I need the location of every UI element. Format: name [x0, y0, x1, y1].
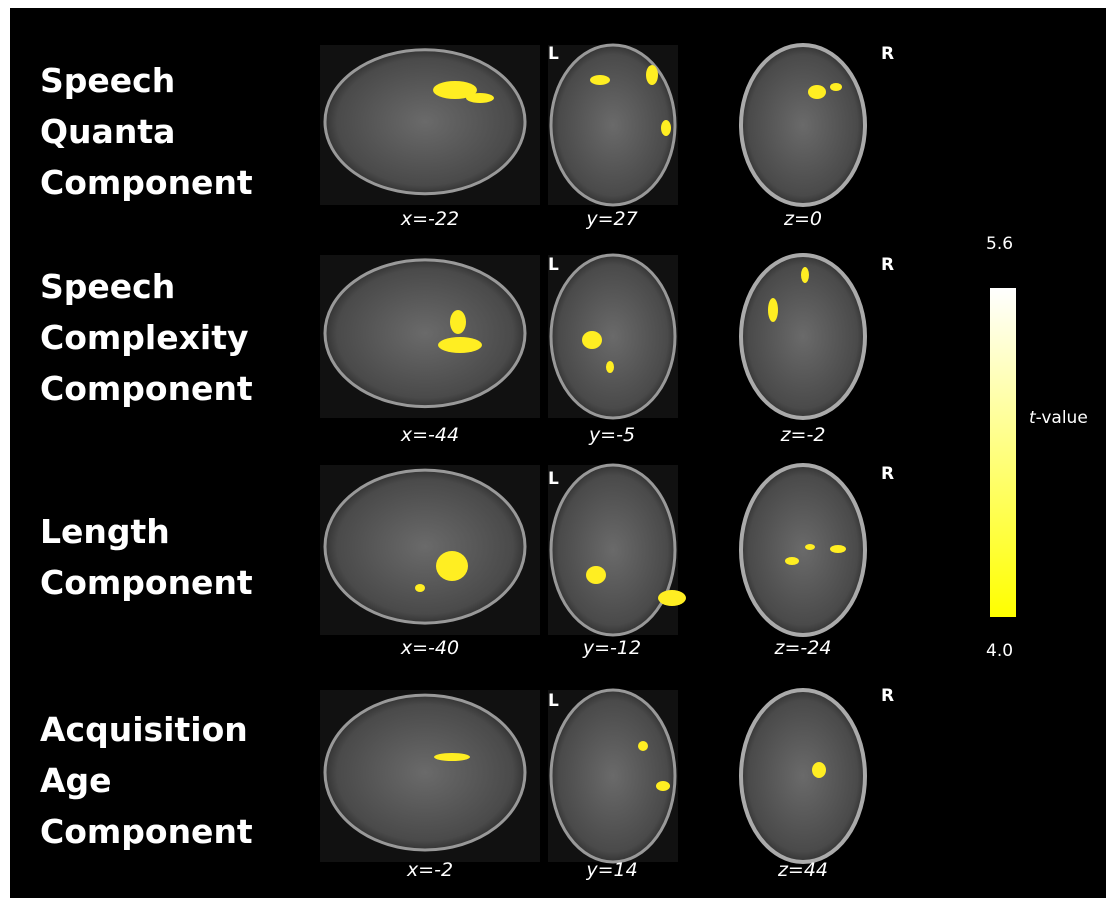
coordinate-label: x=-44: [400, 424, 459, 446]
row-label: Component: [40, 163, 253, 202]
brain-coronal: [549, 253, 677, 420]
row-label: Complexity: [40, 318, 248, 357]
colorbar-label-italic: t: [1029, 408, 1037, 428]
right-marker: R: [881, 255, 894, 275]
activation: [433, 81, 477, 99]
coordinate-label: x=-2: [406, 859, 453, 881]
brain-coronal: [549, 463, 677, 637]
activation: [438, 337, 482, 353]
activation: [590, 75, 610, 85]
brain-sagittal: [323, 258, 527, 409]
coordinate-label: z=-2: [780, 424, 826, 446]
activation: [466, 93, 494, 103]
coordinate-label: z=-24: [774, 637, 832, 659]
row-label: Speech: [40, 267, 175, 306]
row-label: Component: [40, 563, 253, 602]
coordinate-label: y=-5: [588, 424, 635, 446]
row-label: Length: [40, 512, 170, 551]
activation: [768, 298, 778, 322]
left-marker: L: [548, 44, 559, 64]
activation: [812, 762, 826, 778]
brain-axial: [739, 463, 867, 637]
activation: [808, 85, 826, 99]
brain-axial: [739, 253, 867, 420]
left-marker: L: [548, 469, 559, 489]
brain-sagittal: [323, 693, 527, 852]
activation: [830, 83, 842, 91]
right-marker: R: [881, 464, 894, 484]
activation: [661, 120, 671, 136]
row-label: Acquisition: [40, 710, 248, 749]
coordinate-label: y=-12: [582, 637, 641, 659]
activation: [415, 584, 425, 592]
row-label: Speech: [40, 61, 175, 100]
coordinate-label: y=14: [585, 859, 637, 881]
coordinate-label: x=-40: [400, 637, 459, 659]
brain-sagittal: [323, 48, 527, 196]
activation: [434, 753, 470, 761]
activation: [801, 267, 809, 283]
coordinate-label: z=44: [777, 859, 828, 881]
coordinate-label: y=27: [585, 208, 637, 230]
coordinate-label: z=0: [783, 208, 822, 230]
activation: [638, 741, 648, 751]
colorbar-label: t-value: [1029, 408, 1088, 428]
activation: [606, 361, 614, 373]
row-label: Component: [40, 812, 253, 851]
coordinate-label: x=-22: [400, 208, 459, 230]
activation: [646, 65, 658, 85]
colorbar-min: 4.0: [986, 641, 1013, 661]
brain-coronal: [549, 43, 677, 207]
brain-axial: [739, 688, 867, 864]
activation: [656, 781, 670, 791]
right-marker: R: [881, 686, 894, 706]
colorbar-max: 5.6: [986, 234, 1013, 254]
activation: [785, 557, 799, 565]
row-label: Component: [40, 369, 253, 408]
right-marker: R: [881, 44, 894, 64]
activation: [582, 331, 602, 349]
activation: [586, 566, 606, 584]
activation: [805, 544, 815, 550]
brain-sagittal: [323, 468, 527, 625]
activation: [830, 545, 846, 553]
row-label: Quanta: [40, 112, 175, 151]
activation: [450, 310, 466, 334]
colorbar: [990, 288, 1016, 617]
activation: [436, 551, 468, 581]
row-label: Age: [40, 761, 112, 800]
activation: [658, 590, 686, 606]
left-marker: L: [548, 691, 559, 711]
left-marker: L: [548, 255, 559, 275]
colorbar-label-rest: -value: [1036, 408, 1088, 428]
brain-axial: [739, 43, 867, 207]
brain-coronal: [549, 688, 677, 864]
